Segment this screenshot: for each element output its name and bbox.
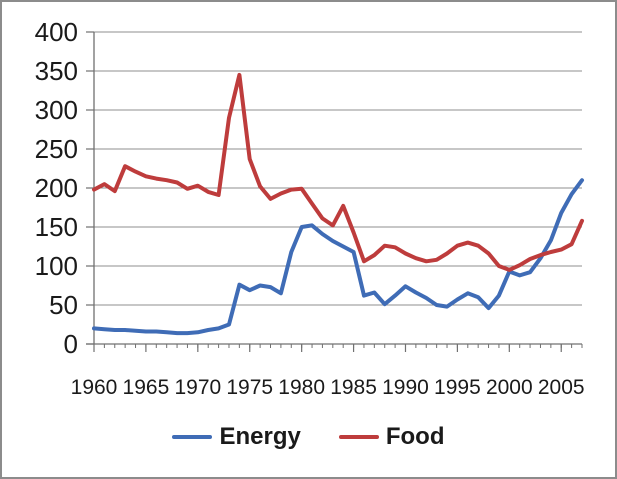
- y-axis-label: 0: [64, 329, 78, 359]
- line-chart-plot-area: 0 50 100 150 200 250 300 350 400 1960 1965 1970 1975…: [35, 17, 585, 399]
- y-axis-label: 200: [35, 173, 78, 203]
- x-axis-label: 1960: [71, 376, 118, 399]
- x-axis-label: 1980: [278, 376, 325, 399]
- y-axis-label: 250: [35, 134, 78, 164]
- x-axis-label: 1970: [174, 376, 221, 399]
- food-legend-label: Food: [385, 423, 445, 450]
- legend-item-food: Food: [338, 423, 445, 451]
- x-axis-label: 1975: [226, 376, 273, 399]
- energy-series-line: [92, 178, 584, 336]
- y-axis-label: 100: [35, 251, 78, 281]
- y-axis-label: 400: [35, 17, 78, 47]
- x-axis-label: 1965: [123, 376, 170, 399]
- legend-item-energy: Energy: [172, 423, 301, 451]
- energy-line-sample: [172, 435, 213, 439]
- y-axis-label: 350: [35, 56, 78, 86]
- y-axis-label: 50: [49, 290, 78, 320]
- x-axis-label: 1990: [382, 376, 429, 399]
- x-axis-label: 1985: [330, 376, 377, 399]
- chart-legend: Energy Food: [2, 423, 615, 451]
- x-axis-label: 2005: [538, 376, 585, 399]
- y-axis-label: 150: [35, 212, 78, 242]
- food-series-line: [92, 72, 584, 272]
- energy-legend-label: Energy: [219, 423, 301, 450]
- y-axis-label: 300: [35, 95, 78, 125]
- x-axis-label: 2000: [486, 376, 533, 399]
- food-line-sample: [338, 435, 379, 439]
- x-axis-label: 1995: [434, 376, 481, 399]
